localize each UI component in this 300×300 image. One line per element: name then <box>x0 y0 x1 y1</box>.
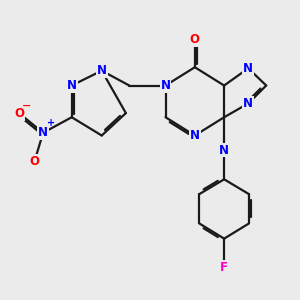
Text: N: N <box>219 143 229 157</box>
Text: N: N <box>160 79 170 92</box>
Text: O: O <box>190 33 200 46</box>
Text: O: O <box>14 106 24 120</box>
Text: O: O <box>29 155 40 168</box>
Text: N: N <box>243 97 253 110</box>
Text: N: N <box>67 79 77 92</box>
Text: N: N <box>38 126 48 139</box>
Text: N: N <box>97 64 107 77</box>
Text: −: − <box>22 100 31 110</box>
Text: N: N <box>243 62 253 75</box>
Text: N: N <box>190 129 200 142</box>
Text: +: + <box>46 118 55 128</box>
Text: F: F <box>220 261 228 274</box>
